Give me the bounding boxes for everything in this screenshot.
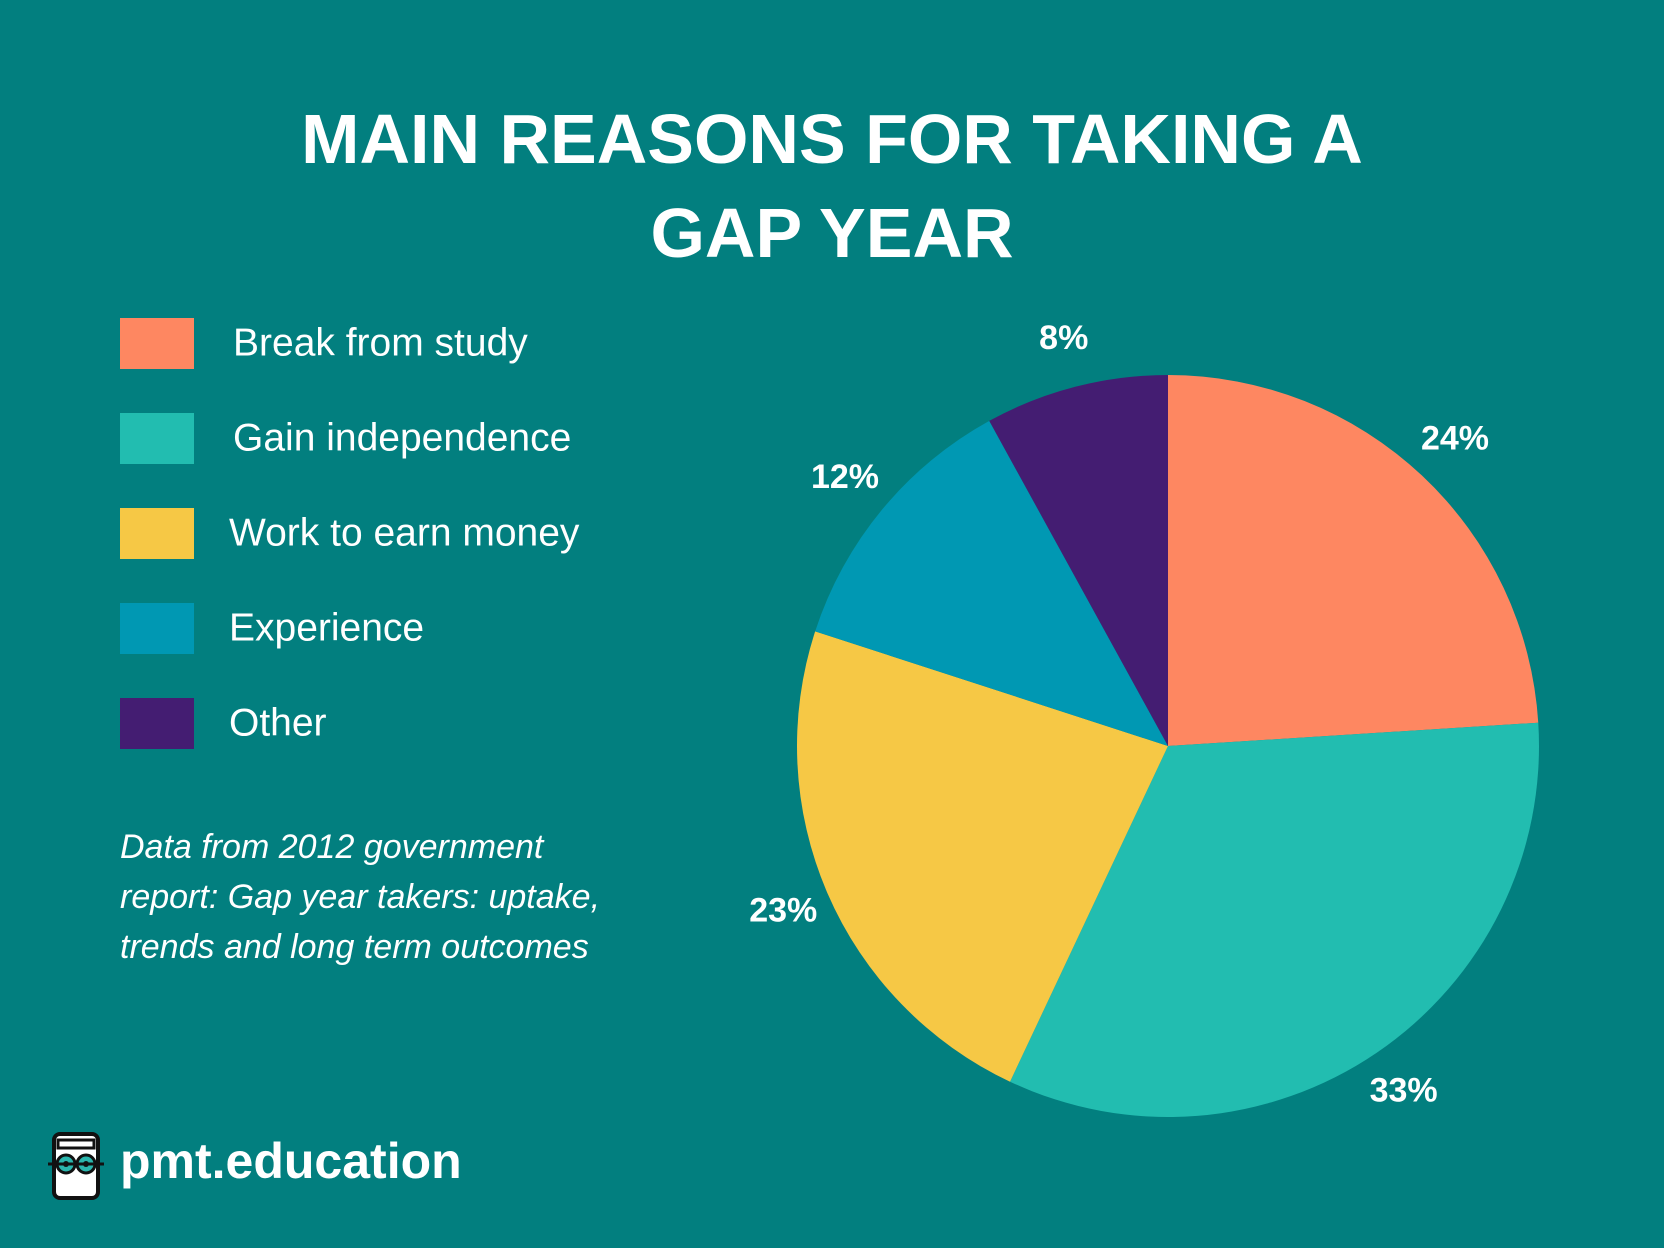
legend-label: Work to earn money: [229, 511, 580, 554]
legend-label: Gain independence: [233, 416, 571, 459]
legend-swatch: [120, 318, 194, 369]
data-label: 12%: [811, 458, 879, 496]
legend-swatch: [120, 698, 194, 749]
brand-name: pmt.education: [120, 1133, 462, 1189]
pie-slice: [1010, 722, 1539, 1117]
data-label: 23%: [749, 891, 817, 929]
legend-label: Experience: [229, 606, 424, 649]
pie-slice: [796, 631, 1168, 1082]
pie-slice: [815, 420, 1168, 746]
chart-title: MAIN REASONS FOR TAKING A GAP YEAR: [301, 100, 1363, 272]
data-label: 33%: [1370, 1072, 1438, 1110]
source-note: Data from 2012 government report: Gap ye…: [120, 828, 601, 966]
legend-swatch: [120, 413, 194, 464]
legend-swatch: [120, 603, 194, 654]
pie-slice: [989, 375, 1168, 746]
legend-label: Other: [229, 701, 327, 744]
legend-swatch: [120, 508, 194, 559]
brand-icon: [48, 1132, 104, 1200]
data-label: 24%: [1421, 419, 1489, 457]
pie-slice: [1168, 375, 1539, 746]
legend-label: Break from study: [233, 321, 528, 364]
data-label: 8%: [1039, 319, 1088, 357]
